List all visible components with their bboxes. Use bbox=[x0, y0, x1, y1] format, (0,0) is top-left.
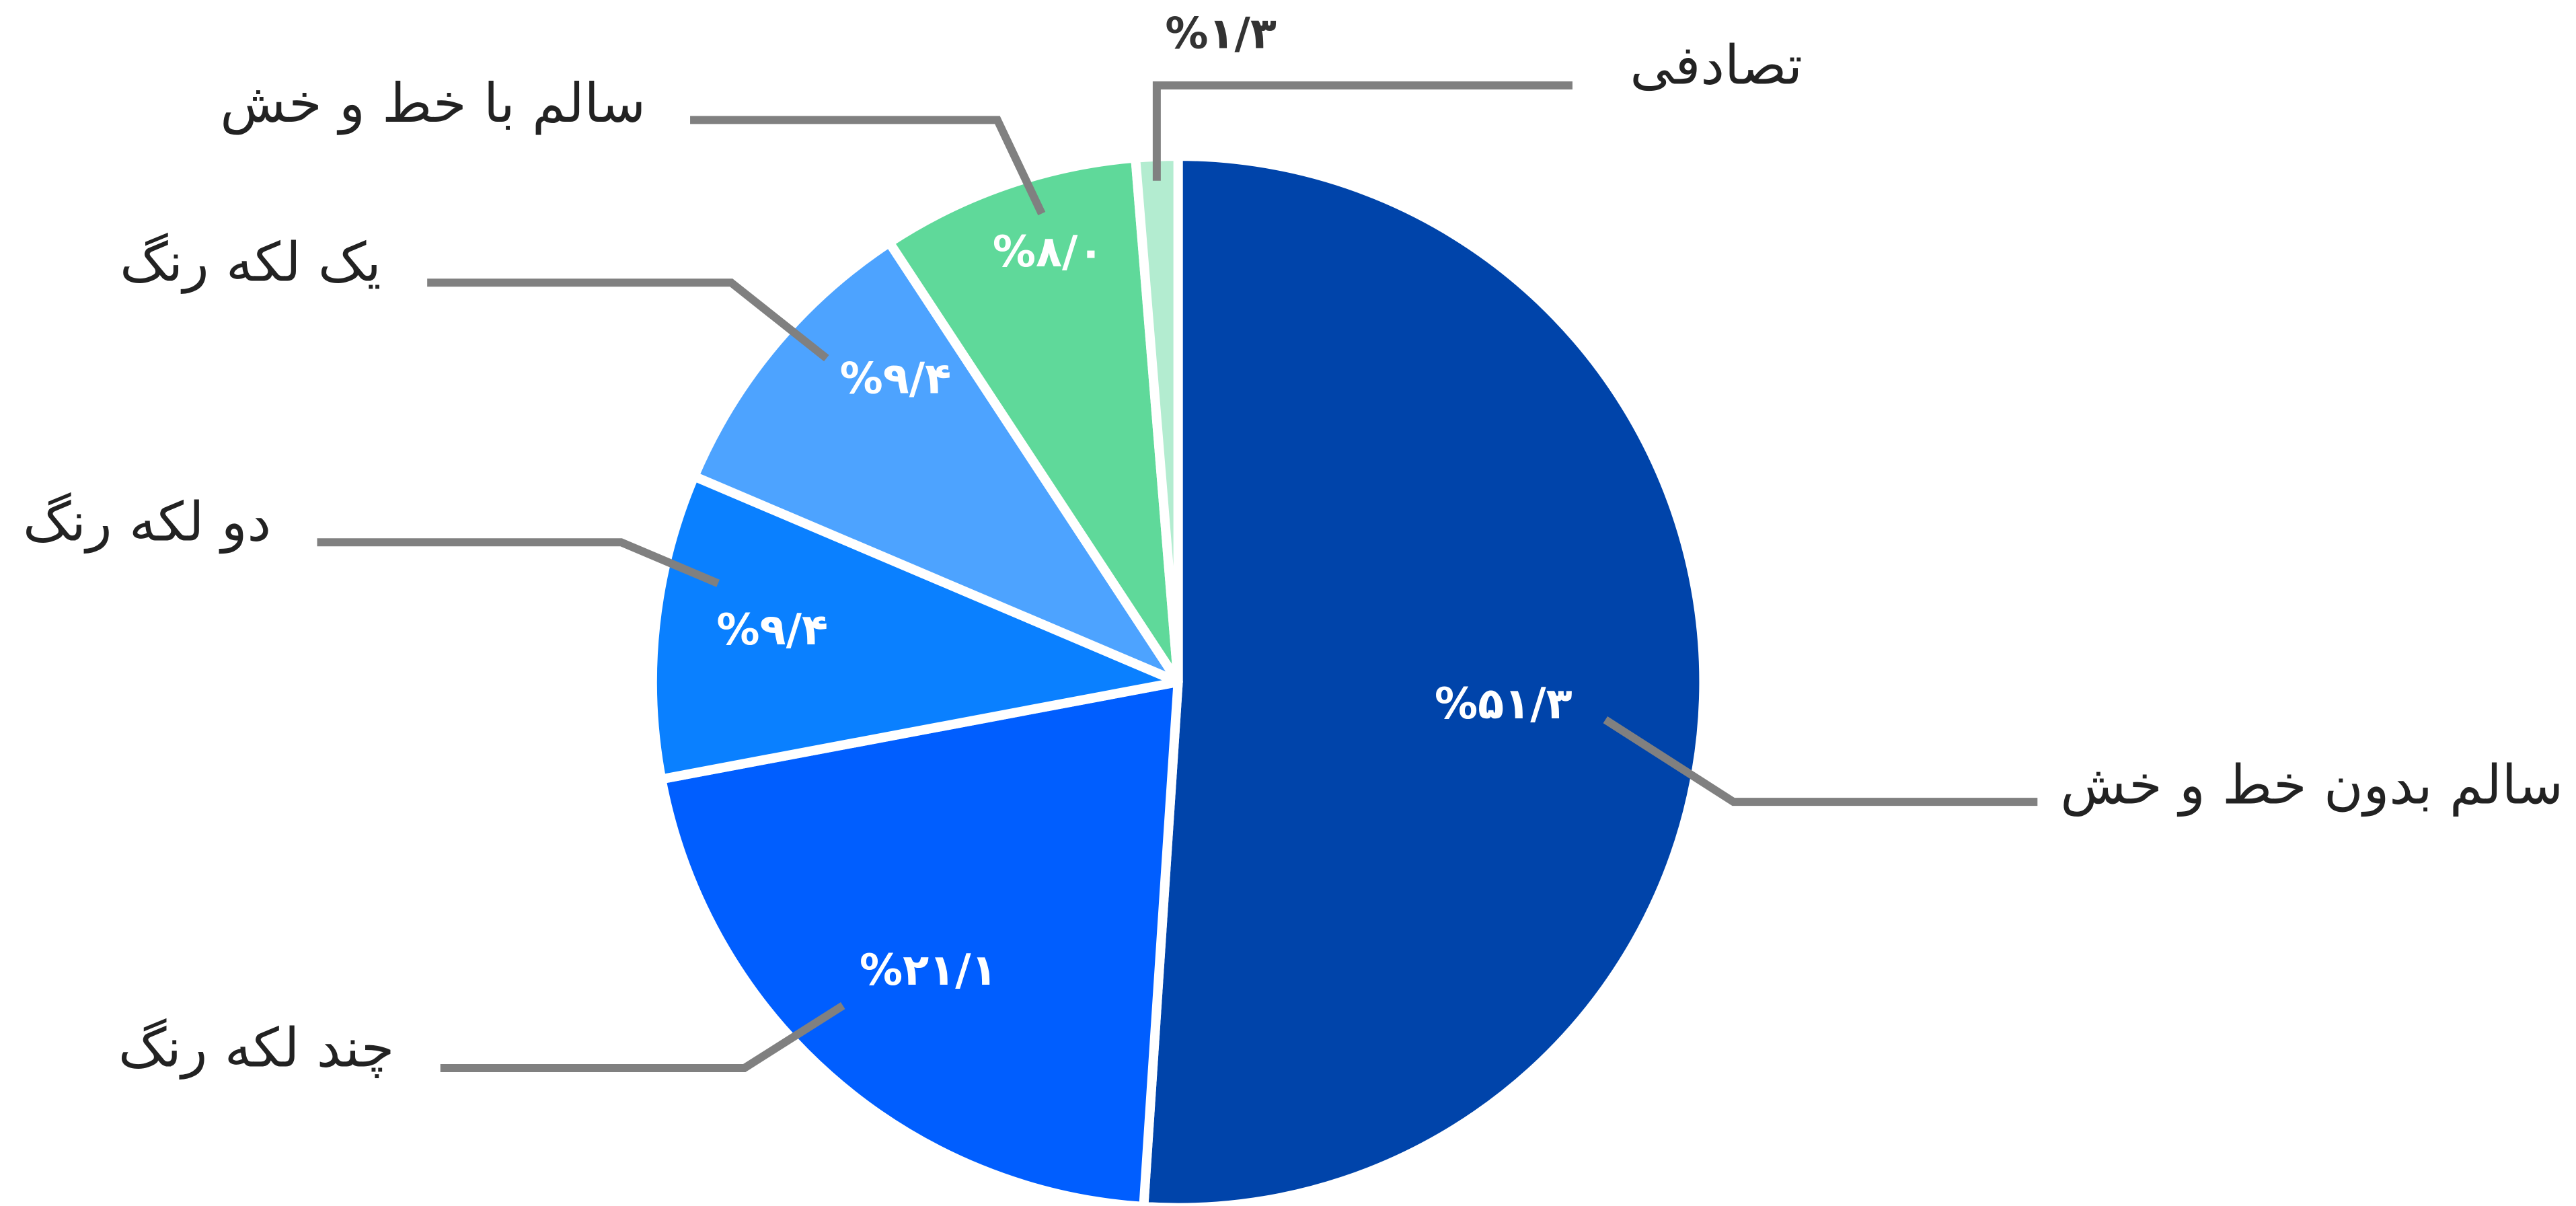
leader-line bbox=[690, 116, 1046, 216]
pie-slice bbox=[884, 153, 1183, 687]
category-label: تصادفی bbox=[1630, 34, 1803, 97]
leader-line bbox=[1603, 716, 2038, 806]
pie-slice bbox=[656, 677, 1183, 1206]
pie-slice bbox=[647, 472, 1183, 784]
leader-line bbox=[317, 538, 720, 587]
category-label: چند لکه رنگ bbox=[118, 1016, 394, 1080]
pie-slice bbox=[1139, 151, 1709, 1206]
value-label: %۵۱/۳ bbox=[1435, 679, 1573, 729]
category-label: یک لکه رنگ bbox=[120, 231, 381, 295]
value-label: %۱/۳ bbox=[1165, 9, 1277, 59]
category-label: سالم با خط و خش bbox=[220, 72, 646, 135]
category-label: سالم بدون خط و خش bbox=[2060, 754, 2563, 817]
value-label: %۹/۴ bbox=[840, 354, 952, 404]
category-label: دو لکه رنگ bbox=[23, 491, 271, 554]
leader-line bbox=[440, 1002, 845, 1072]
value-label: %۹/۴ bbox=[716, 605, 828, 655]
value-label: %۲۱/۱ bbox=[860, 946, 997, 995]
leader-line bbox=[427, 278, 829, 362]
leader-line bbox=[1152, 81, 1573, 181]
value-label: %۸/۰ bbox=[993, 227, 1104, 277]
